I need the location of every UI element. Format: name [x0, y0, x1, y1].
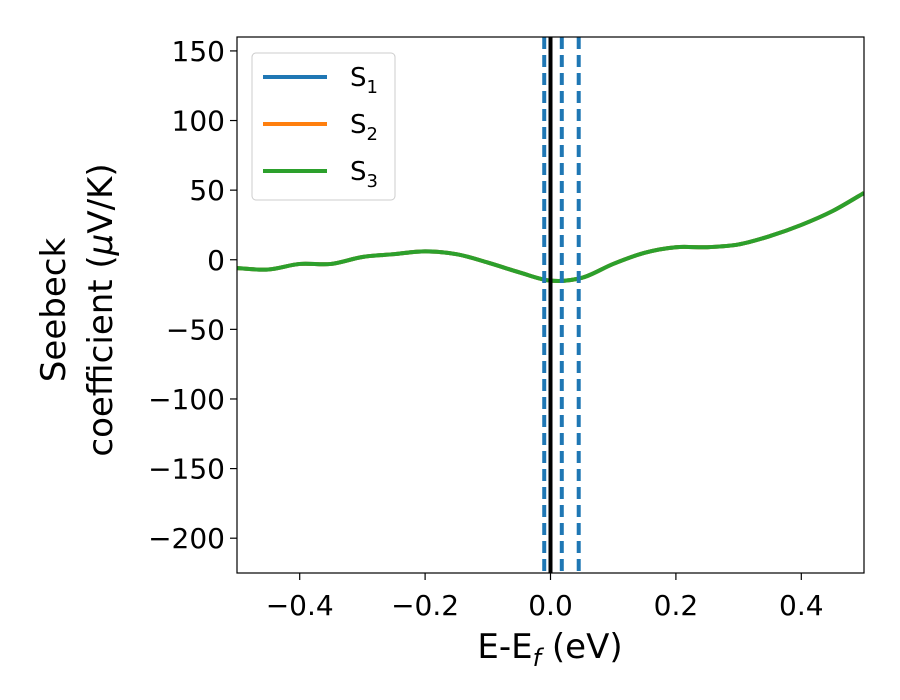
x-axis-label-main: E-E: [477, 627, 532, 667]
y-axis-ticks: −200 −150 −100 −50 0 50 100 150: [148, 35, 237, 555]
x-axis-label: E-Ef (eV): [477, 627, 622, 672]
y-tick-label: −150: [148, 453, 225, 486]
x-tick-label: −0.2: [391, 589, 459, 622]
legend: S1 S2 S3: [251, 52, 396, 201]
legend-label-1: S1: [350, 63, 378, 98]
y-tick-label: 100: [172, 105, 225, 138]
legend-label-2: S2: [350, 110, 378, 145]
legend-label-3: S3: [350, 157, 378, 192]
y-tick-label: −200: [148, 522, 225, 555]
x-axis-label-tail: (eV): [541, 627, 623, 667]
x-tick-label: 0.0: [528, 589, 573, 622]
y-tick-label: 0: [207, 244, 225, 277]
plot-area: [237, 37, 864, 573]
y-axis-label-line1: Seebeck: [34, 238, 74, 383]
x-tick-label: 0.4: [779, 589, 824, 622]
x-tick-label: 0.2: [654, 589, 699, 622]
y-axis-label: Seebeck coefficient (μV/K): [34, 163, 121, 456]
y-tick-label: 50: [189, 174, 225, 207]
legend-box: [251, 52, 396, 201]
y-tick-label: −100: [148, 383, 225, 416]
y-tick-label: 150: [172, 35, 225, 68]
vertical-lines: [542, 37, 581, 573]
y-tick-label: −50: [166, 313, 225, 346]
x-axis-ticks: −0.4 −0.2 0.0 0.2 0.4: [266, 573, 824, 622]
x-tick-label: −0.4: [266, 589, 334, 622]
y-axis-label-line2: coefficient (μV/K): [81, 163, 121, 456]
